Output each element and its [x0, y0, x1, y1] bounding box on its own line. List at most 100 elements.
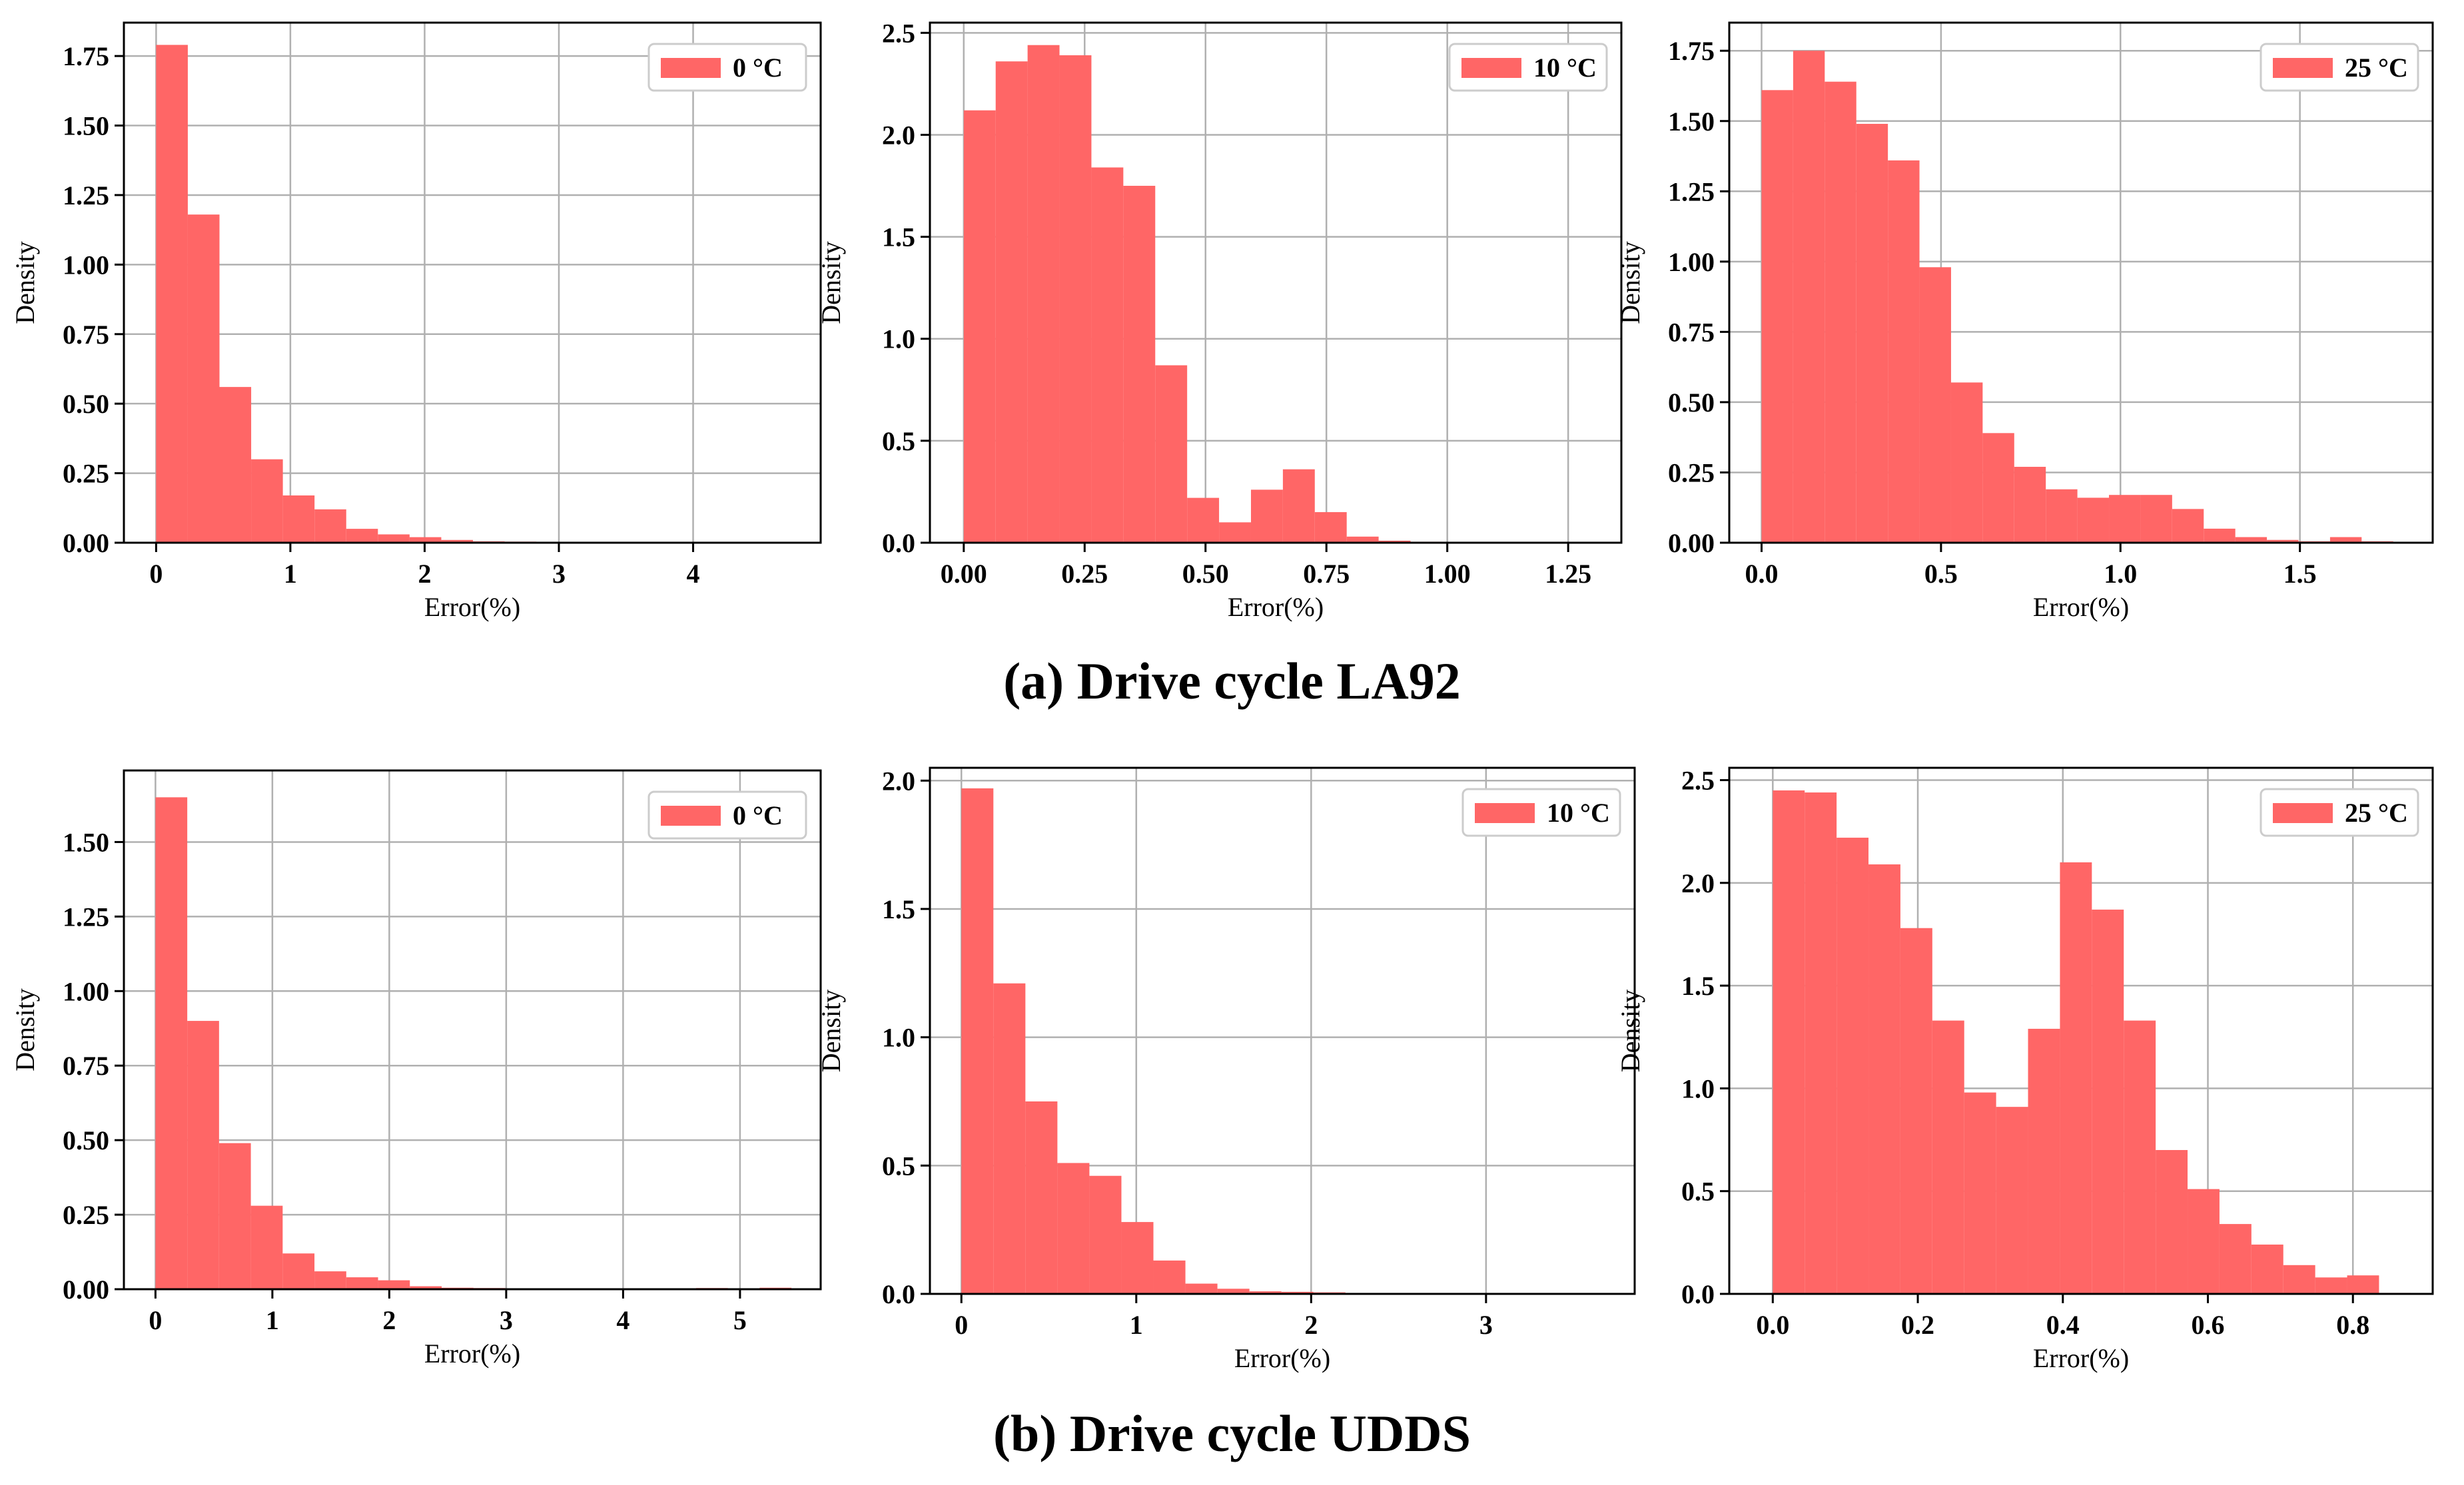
histogram-bar — [2315, 1277, 2347, 1294]
x-axis-label: Error(%) — [424, 592, 520, 622]
y-tick-label: 0.5 — [882, 1151, 915, 1181]
y-tick-label: 0.00 — [1668, 528, 1715, 558]
y-tick-label: 0.5 — [882, 426, 915, 456]
histogram-bar — [1185, 1283, 1218, 1294]
histogram-bar — [2347, 1275, 2379, 1294]
histogram-bar — [1773, 790, 1805, 1294]
legend-swatch — [661, 58, 721, 78]
legend: 0 °C — [647, 790, 807, 840]
histogram-bar — [282, 1253, 315, 1289]
y-tick-label: 0.5 — [1681, 1177, 1715, 1207]
legend-swatch — [2273, 58, 2333, 78]
histogram-bar — [441, 539, 474, 543]
legend-box — [647, 43, 807, 92]
histogram-bar — [1868, 864, 1900, 1294]
y-tick-label: 0.75 — [1668, 317, 1715, 347]
x-tick-label: 0.2 — [1901, 1310, 1934, 1340]
histogram-bar — [1217, 1289, 1250, 1294]
legend-box — [1461, 788, 1621, 837]
histogram-bar — [1964, 1092, 1996, 1294]
x-tick-label: 1.25 — [1545, 559, 1591, 589]
x-axis-label: Error(%) — [1234, 1343, 1330, 1373]
legend-label: 0 °C — [733, 53, 783, 83]
x-tick-label: 1.00 — [1424, 559, 1471, 589]
legend-label: 10 °C — [1533, 53, 1597, 83]
y-tick-label: 1.25 — [63, 180, 109, 210]
legend-swatch — [1461, 58, 1521, 78]
histogram-bar — [346, 1277, 378, 1289]
histogram-bar — [155, 797, 188, 1289]
histogram-bar — [1932, 1020, 1964, 1294]
legend: 10 °C — [1448, 43, 1608, 92]
histogram-bar — [378, 1280, 410, 1289]
histogram-bar — [1250, 489, 1283, 543]
caption-udds: (b) Drive cycle UDDS — [993, 1404, 1471, 1462]
histogram-bar — [314, 509, 346, 543]
x-axis-label: Error(%) — [424, 1338, 520, 1368]
y-tick-label: 0.0 — [1681, 1279, 1715, 1309]
y-axis-label: Density — [1615, 990, 1645, 1072]
histogram-bar — [1059, 55, 1092, 543]
y-tick-label: 1.00 — [63, 976, 109, 1006]
histogram-bar — [961, 788, 994, 1294]
legend-box — [1448, 43, 1608, 92]
y-tick-label: 1.0 — [882, 1023, 915, 1053]
histogram-bar — [993, 983, 1026, 1294]
histogram-bar — [1187, 497, 1220, 543]
x-tick-label: 0.5 — [1924, 559, 1958, 589]
histogram-bar — [1856, 123, 1888, 543]
y-tick-label: 2.5 — [882, 18, 915, 48]
y-tick-label: 2.0 — [1681, 868, 1715, 898]
y-tick-label: 0.0 — [882, 528, 915, 558]
histogram-bar — [995, 61, 1028, 543]
histogram-bar — [2251, 1244, 2283, 1294]
histogram-bar — [1900, 928, 1932, 1294]
histogram-bar — [1089, 1175, 1122, 1294]
y-tick-label: 1.50 — [63, 827, 109, 857]
histogram-bar — [1027, 45, 1060, 543]
histogram-bar — [156, 45, 188, 543]
x-tick-label: 0.00 — [941, 559, 987, 589]
histogram-bar — [251, 459, 283, 543]
legend-swatch — [661, 806, 721, 826]
y-tick-label: 0.00 — [63, 528, 109, 558]
y-tick-label: 0.50 — [63, 389, 109, 419]
histogram-bar — [1982, 433, 2014, 543]
histogram-bar — [2204, 528, 2236, 543]
histogram-bar — [1219, 522, 1251, 543]
legend-box — [2259, 43, 2419, 92]
histogram-bar — [2092, 909, 2124, 1294]
plot-frame — [1728, 766, 2434, 1295]
histogram-bar — [1996, 1107, 2028, 1294]
x-tick-label: 0.0 — [1745, 559, 1778, 589]
histogram-bar — [1282, 469, 1315, 543]
y-tick-label: 1.5 — [1681, 971, 1715, 1001]
histogram-panel-6: 0.0 0.2 0.4 0.6 0.8 0.0 0.5 1.0 1.5 2.0 2.5 Error(%… — [1615, 766, 2434, 1373]
histogram-bar — [1837, 837, 1869, 1294]
legend-label: 25 °C — [2345, 53, 2408, 83]
legend: 25 °C — [2259, 788, 2419, 837]
histogram-bar — [218, 1143, 251, 1289]
x-tick-label: 0.8 — [2336, 1310, 2369, 1340]
histogram-bar — [1281, 1291, 1314, 1294]
histogram-bar — [1091, 167, 1124, 543]
x-tick-label: 2 — [418, 559, 431, 589]
histogram-panel-1: 0 1 2 3 4 0.00 0.25 0.50 0.75 1.00 1.25 1.50 1.75 Err… — [10, 21, 822, 622]
plot-frame — [929, 766, 1636, 1295]
histogram-bar — [2235, 537, 2267, 543]
y-tick-label: 0.50 — [63, 1125, 109, 1155]
x-tick-label: 1.0 — [2104, 559, 2137, 589]
histogram-bar — [1888, 160, 1920, 543]
x-axis-label: Error(%) — [1228, 592, 1324, 622]
caption-la92: (a) Drive cycle LA92 — [1003, 652, 1461, 710]
histogram-bar — [1155, 365, 1188, 543]
histogram-bar — [1057, 1163, 1090, 1294]
x-tick-label: 3 — [1479, 1310, 1493, 1340]
x-tick-label: 2 — [1304, 1310, 1318, 1340]
histogram-bar — [1378, 540, 1411, 543]
histogram-bar — [1919, 267, 1951, 543]
y-tick-label: 2.0 — [882, 120, 915, 150]
histogram-bar — [187, 214, 220, 543]
histogram-panel-3: 0.0 0.5 1.0 1.5 0.00 0.25 0.50 0.75 1.00 1.25 1.50… — [1615, 21, 2434, 622]
y-tick-label: 1.5 — [882, 222, 915, 252]
